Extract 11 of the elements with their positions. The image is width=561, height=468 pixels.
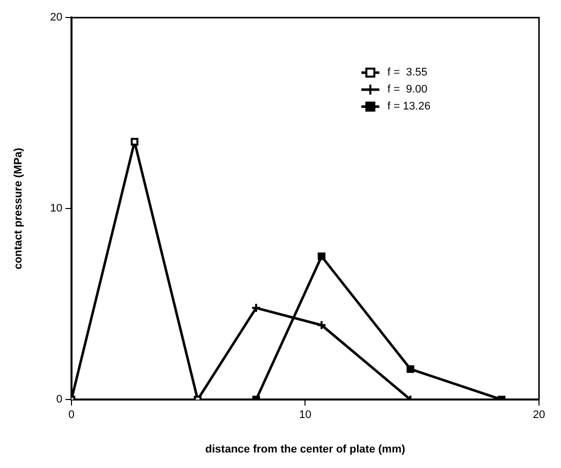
y-axis-title: contact pressure (MPa) [12,147,25,270]
x-axis-title: distance from the center of plate (mm) [205,443,406,456]
x-tick-label: 20 [532,409,546,422]
legend-label: f = 9.00 [387,84,428,96]
legend-label: f = 13.26 [387,100,430,113]
y-tick-label: 20 [50,12,62,24]
y-tick-label: 0 [56,394,62,406]
x-tick-label: 0 [68,409,74,422]
x-tick-label: 10 [299,409,312,422]
legend-label: f = 3.55 [387,66,428,79]
y-tick-label: 10 [50,202,62,215]
